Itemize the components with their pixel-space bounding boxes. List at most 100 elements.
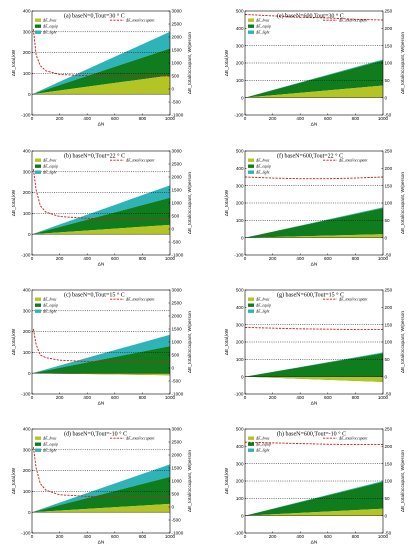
y-left-tick-label: 500 (236, 9, 244, 14)
y-left-tick-label: 500 (236, 427, 244, 432)
x-tick-label: 1000 (165, 534, 176, 539)
y-left-tick-label: 0 (241, 374, 244, 379)
x-tick-label: 200 (56, 116, 64, 121)
y-right-axis-label: ΔE_total/occupant, W/person (400, 450, 406, 512)
y-left-tick-label: 0 (241, 235, 244, 240)
y-left-axis-label: ΔE_total,kW (11, 49, 17, 76)
area-light (32, 334, 170, 374)
y-left-tick-label: 200 (23, 329, 31, 334)
y-left-tick-label: 500 (236, 288, 244, 293)
legend-label-occupant: ΔE_total/occupant (338, 19, 368, 23)
legend-swatch-equip (248, 24, 254, 28)
y-left-tick-label: 200 (23, 50, 31, 55)
x-tick-label: 0 (244, 116, 247, 121)
x-tick-label: 0 (31, 534, 34, 539)
y-right-tick-label: 100 (385, 201, 393, 206)
x-tick-label: 400 (296, 116, 304, 121)
y-right-tick-label: 200 (385, 444, 393, 449)
y-left-tick-label: 300 (23, 308, 31, 313)
chart-title: (b) baseN=0,Tout=22 ° C (64, 153, 125, 160)
legend-label-hvac: ΔE_hvac (42, 298, 57, 302)
x-tick-label: 600 (324, 116, 332, 121)
x-tick-label: 0 (31, 256, 34, 261)
y-left-tick-label: 300 (236, 183, 244, 188)
y-left-tick-label: 100 (236, 218, 244, 223)
legend-label-equip: ΔE_equip (255, 165, 271, 169)
x-axis-label: ΔN (98, 122, 105, 128)
y-right-tick-label: -500 (172, 240, 182, 245)
legend-swatch-hvac (35, 18, 41, 22)
area-equip (245, 60, 383, 98)
y-left-tick-label: 100 (23, 211, 31, 216)
chart-title: (h) baseN=600,Tout=-10 ° C (277, 431, 346, 438)
x-tick-label: 800 (139, 395, 147, 400)
legend-swatch-hvac (248, 18, 254, 22)
y-left-axis-label: ΔE_total,kW (11, 189, 17, 216)
occupant-series-line (244, 14, 384, 21)
y-right-tick-label: 150 (385, 183, 393, 188)
legend-swatch-light (248, 30, 254, 34)
y-right-tick-label: 100 (385, 479, 393, 484)
legend-swatch-equip (248, 303, 254, 307)
y-left-tick-label: -100 (234, 531, 244, 536)
x-tick-label: 600 (111, 534, 119, 539)
y-right-tick-label: 2000 (172, 314, 183, 319)
y-left-tick-label: 0 (28, 510, 31, 515)
y-right-tick-label: 50 (385, 218, 391, 223)
x-tick-label: 0 (31, 395, 34, 400)
chart-panel: 0 200 400 600 800 1000-1000100200300400-1000-… (11, 427, 193, 546)
legend-label-equip: ΔE_equip (42, 443, 58, 447)
legend-swatch-hvac (35, 436, 41, 440)
area-hvac (245, 508, 383, 516)
legend-swatch-equip (35, 442, 41, 446)
y-left-axis-label: ΔE_total,kW (11, 467, 17, 494)
chart-title: (c) baseN=0,Tout=15 ° C (64, 292, 125, 299)
x-tick-label: 600 (111, 256, 119, 261)
y-right-tick-label: 500 (172, 74, 180, 79)
area-hvac (245, 376, 383, 382)
legend-label-hvac: ΔE_hvac (42, 437, 57, 441)
x-tick-label: 1000 (378, 116, 389, 121)
legend-label-hvac: ΔE_hvac (255, 298, 270, 302)
y-right-tick-label: 150 (385, 461, 393, 466)
x-tick-label: 800 (352, 395, 360, 400)
area-hvac (32, 224, 170, 235)
area-equip (245, 353, 383, 382)
area-hvac (245, 85, 383, 98)
x-tick-label: 600 (111, 116, 119, 121)
y-left-tick-label: 200 (23, 468, 31, 473)
y-right-axis-label: ΔE_total/occupant, W/person (187, 311, 193, 373)
y-right-tick-label: 500 (172, 492, 180, 497)
x-tick-label: 0 (244, 534, 247, 539)
y-right-tick-label: 250 (385, 427, 393, 432)
x-tick-label: 200 (269, 256, 277, 261)
y-left-tick-label: 200 (236, 201, 244, 206)
occupant-series-line (244, 176, 384, 180)
legend-label-hvac: ΔE_hvac (255, 19, 270, 23)
x-tick-label: 1000 (165, 116, 176, 121)
legend-swatch-equip (35, 24, 41, 28)
occupant-series-line (32, 447, 170, 498)
y-left-tick-label: 200 (236, 340, 244, 345)
legend-swatch-light (248, 448, 254, 452)
y-right-tick-label: 250 (385, 149, 393, 154)
x-tick-label: 0 (244, 256, 247, 261)
y-right-tick-label: 0 (385, 374, 388, 379)
legend-label-light: ΔE_light (42, 310, 57, 314)
y-left-tick-label: -100 (21, 531, 31, 536)
chart-panel: 0 200 400 600 800 1000-1000100200300400500-50… (224, 288, 406, 407)
y-left-tick-label: 400 (236, 166, 244, 171)
x-tick-label: 1000 (378, 395, 389, 400)
y-right-tick-label: 100 (385, 340, 393, 345)
y-left-tick-label: 0 (241, 513, 244, 518)
chart-panel: 0 200 400 600 800 1000-1000100200300400-1000-… (11, 9, 193, 128)
y-left-tick-label: 300 (236, 322, 244, 327)
y-left-tick-label: 100 (23, 489, 31, 494)
x-tick-label: 200 (269, 534, 277, 539)
y-right-tick-label: -50 (385, 392, 392, 397)
x-tick-label: 800 (352, 534, 360, 539)
legend-swatch-hvac (248, 158, 254, 162)
y-left-tick-label: 0 (241, 95, 244, 100)
y-right-tick-label: 1500 (172, 48, 183, 53)
